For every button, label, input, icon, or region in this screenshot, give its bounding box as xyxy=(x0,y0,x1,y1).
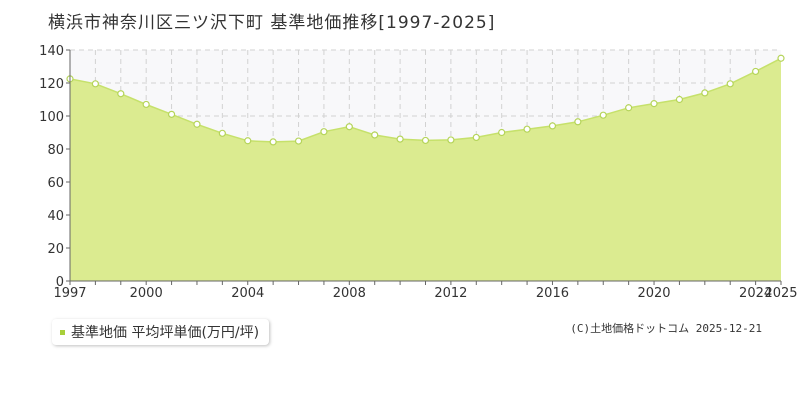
series-points xyxy=(66,54,785,146)
axes xyxy=(66,49,782,285)
y-axis-tick-labels: 0 20 40 60 80 100 120 140 xyxy=(39,44,64,290)
y-tick-label: 140 xyxy=(39,44,64,59)
x-tick-label: 1997 xyxy=(53,286,86,300)
data-point xyxy=(320,128,328,136)
data-point xyxy=(726,80,734,88)
x-tick-label: 2020 xyxy=(637,286,670,300)
data-point xyxy=(447,136,455,144)
data-point xyxy=(244,137,252,145)
y-tick-label: 80 xyxy=(47,143,64,158)
y-tick-label: 40 xyxy=(47,209,64,224)
data-point xyxy=(91,80,99,88)
x-tick-label: 2000 xyxy=(130,286,163,300)
data-point xyxy=(269,138,277,146)
legend: 基準地価 平均坪単価(万円/坪) xyxy=(52,319,270,345)
y-tick-label: 60 xyxy=(47,176,64,191)
y-tick-label: 20 xyxy=(47,242,64,257)
chart-title: 横浜市神奈川区三ツ沢下町 基準地価推移[1997-2025] xyxy=(48,13,496,33)
data-point xyxy=(142,100,150,109)
data-point xyxy=(701,89,709,97)
data-point xyxy=(117,90,125,98)
y-tick-label: 0 xyxy=(56,275,64,290)
data-point xyxy=(523,125,531,133)
land-price-chart: 0 20 40 60 80 100 120 140 1997 2000 2004 2008 2012 2… xyxy=(39,44,797,300)
data-point xyxy=(294,137,303,145)
data-point xyxy=(218,129,226,137)
x-tick-label: 2008 xyxy=(333,286,366,300)
data-point xyxy=(777,54,785,62)
copyright-text: (C)土地価格ドットコム 2025-12-21 xyxy=(570,322,762,335)
data-point xyxy=(371,131,379,139)
y-tick-label: 120 xyxy=(39,77,64,92)
data-point xyxy=(574,118,582,126)
data-point xyxy=(472,133,480,142)
data-point xyxy=(625,104,633,112)
legend-label: 基準地価 平均坪単価(万円/坪) xyxy=(71,325,260,341)
x-tick-label: 2016 xyxy=(536,286,569,300)
x-tick-label: 2004 xyxy=(231,286,264,300)
data-point xyxy=(345,123,353,131)
data-point xyxy=(599,111,607,119)
data-point xyxy=(675,95,684,104)
data-point xyxy=(650,100,658,108)
data-point xyxy=(193,120,201,128)
x-tick-label: 2012 xyxy=(434,286,467,300)
series-area xyxy=(70,58,781,281)
data-point xyxy=(752,67,760,76)
data-point xyxy=(167,110,176,118)
legend-marker-icon xyxy=(60,329,65,335)
y-tick-label: 100 xyxy=(39,110,64,125)
x-tick-label: 2025 xyxy=(764,286,797,300)
x-tick-label: 2024 xyxy=(739,286,772,300)
data-point xyxy=(396,135,404,143)
data-point xyxy=(421,136,430,145)
data-point xyxy=(498,128,506,137)
data-point xyxy=(548,122,557,130)
